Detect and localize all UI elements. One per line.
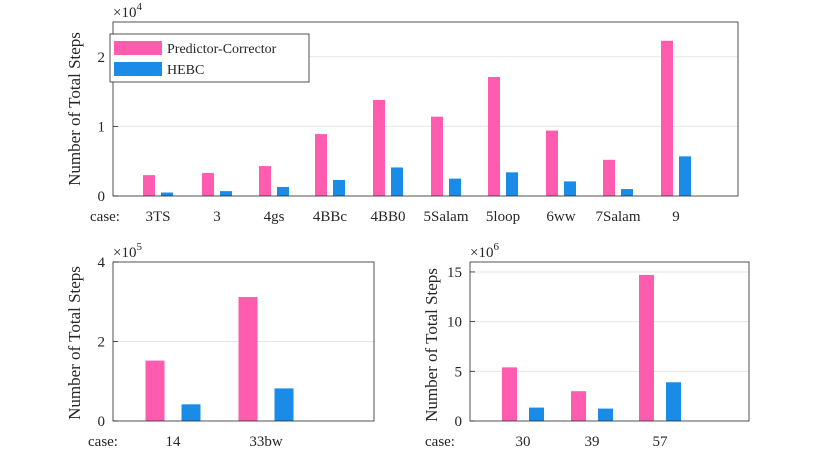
bottom-left-chart: 0 2 4 14 33bw case:Number of Total Steps ×105 — [65, 241, 375, 450]
bar-predictor-corrector — [315, 134, 327, 196]
bar-predictor-corrector — [145, 360, 165, 421]
bar-predictor-corrector — [202, 173, 214, 196]
x-tick-label: 3TS — [145, 209, 170, 225]
y-axis-label: Number of Total Steps — [65, 266, 84, 420]
x-tick-label: 7Salam — [596, 209, 641, 225]
x-prefix-label: case: — [425, 434, 455, 450]
bar-predictor-corrector — [143, 175, 155, 196]
y-exponent-power: 5 — [136, 241, 142, 253]
top-chart: 0 1 2 3TS 3 4gs 4BBc 4BB0 5Salam 5loop 6ww 7Salam 9 c… — [65, 1, 739, 225]
y-tick-label: 10 — [447, 315, 462, 331]
y-tick-label: 0 — [98, 189, 106, 205]
y-tick-label: 15 — [447, 265, 462, 281]
y-tick-label: 0 — [98, 414, 106, 430]
y-exponent-label: ×106 — [470, 241, 499, 261]
bar-hebc — [564, 181, 576, 196]
bar-hebc — [220, 191, 232, 196]
y-exponent-power: 4 — [136, 1, 142, 13]
y-exponent-power: 6 — [493, 241, 499, 253]
bar-predictor-corrector — [373, 99, 385, 196]
x-tick-label: 3 — [213, 209, 221, 225]
y-exponent-label: ×104 — [113, 1, 142, 21]
legend: Predictor-Corrector HEBC — [109, 33, 310, 83]
bar-hebc — [598, 408, 613, 421]
axes-box — [112, 261, 375, 422]
legend-swatch-predictor-corrector — [114, 41, 162, 55]
bar-hebc — [391, 167, 403, 196]
axes-box — [469, 261, 750, 422]
bar-hebc — [333, 179, 345, 196]
y-exponent-base: ×10 — [470, 245, 493, 261]
bar-predictor-corrector — [238, 296, 258, 421]
bar-predictor-corrector — [259, 166, 271, 196]
y-exponent-base: ×10 — [113, 5, 136, 21]
bar-predictor-corrector — [571, 391, 586, 421]
bar-hebc — [666, 382, 681, 421]
x-tick-label: 4BBc — [313, 209, 348, 225]
bar-hebc — [529, 407, 544, 421]
x-tick-label: 4gs — [264, 209, 285, 225]
bar-predictor-corrector — [603, 159, 615, 196]
bar-hebc — [274, 388, 294, 421]
x-tick-label: 33bw — [249, 434, 283, 450]
bar-predictor-corrector — [431, 116, 443, 196]
bar-predictor-corrector — [639, 274, 654, 421]
bar-predictor-corrector — [661, 40, 673, 197]
y-exponent-label: ×105 — [113, 241, 142, 261]
legend-label-predictor-corrector: Predictor-Corrector — [167, 42, 277, 57]
y-tick-label: 0 — [455, 414, 463, 430]
bar-hebc — [161, 192, 173, 196]
legend-swatch-hebc — [114, 62, 162, 76]
y-tick-label: 4 — [98, 255, 106, 271]
legend-label-hebc: HEBC — [167, 63, 204, 78]
bar-predictor-corrector — [502, 367, 517, 421]
y-axis-label: Number of Total Steps — [422, 268, 441, 422]
x-tick-label: 57 — [653, 434, 669, 450]
y-tick-label: 2 — [98, 335, 106, 351]
bar-predictor-corrector — [546, 130, 558, 196]
x-tick-label: 6ww — [546, 209, 575, 225]
bottom-right-chart: 0 5 10 15 30 39 57 case: Number of Total Steps ×1… — [422, 241, 750, 450]
x-tick-label: 9 — [672, 209, 680, 225]
x-tick-label: 5Salam — [424, 209, 469, 225]
x-tick-label: 14 — [166, 434, 182, 450]
x-prefix-label: case: — [88, 434, 118, 450]
y-tick-label: 5 — [455, 364, 463, 380]
x-prefix-label: case: — [90, 209, 120, 225]
bar-hebc — [181, 404, 201, 421]
x-tick-label: 30 — [516, 434, 531, 450]
y-axis-label: Number of Total Steps — [65, 32, 84, 186]
bar-hebc — [679, 156, 691, 196]
y-exponent-base: ×10 — [113, 245, 136, 261]
y-tick-label: 2 — [98, 50, 106, 66]
bar-hebc — [621, 189, 633, 196]
bar-predictor-corrector — [488, 76, 500, 196]
x-tick-label: 5loop — [486, 209, 520, 225]
x-tick-label: 39 — [585, 434, 600, 450]
x-tick-label: 4BB0 — [370, 209, 405, 225]
bar-hebc — [506, 172, 518, 196]
bar-hebc — [277, 186, 289, 196]
y-tick-label: 1 — [98, 119, 106, 135]
axes-box — [112, 21, 739, 197]
bar-hebc — [449, 178, 461, 196]
